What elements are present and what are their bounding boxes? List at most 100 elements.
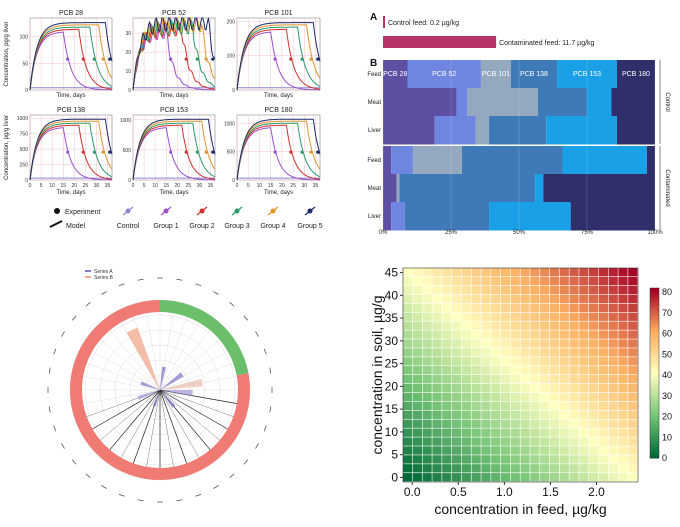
colorbar-step <box>650 443 659 448</box>
heatmap-cell <box>540 285 550 295</box>
heatmap-cell <box>451 303 462 312</box>
heatmap-cell <box>481 446 491 455</box>
heatmap-cell <box>461 268 471 277</box>
colorbar-step <box>650 336 659 340</box>
experiment-point <box>184 57 188 61</box>
x-tick-label: 25 <box>290 183 296 189</box>
heatmap-cell <box>412 339 422 348</box>
heatmap-cell <box>598 401 609 411</box>
heatmap-cell <box>589 366 599 375</box>
heatmap-cell <box>481 303 491 312</box>
heatmap-cell <box>628 383 638 393</box>
y-axis-label: concentration in soil, µg/g <box>369 295 385 454</box>
heatmap-cell <box>510 285 520 295</box>
y-tick-label: 5 <box>391 448 398 462</box>
heatmap-cell <box>618 276 628 286</box>
heatmap-cell <box>491 303 501 312</box>
heatmap-cell <box>510 419 520 428</box>
heatmap-cell <box>510 392 520 402</box>
heatmap-cell <box>628 419 638 428</box>
heatmap-cell <box>491 312 501 321</box>
heatmap-cell <box>628 455 638 464</box>
y-tick-label: 1000 <box>17 116 28 122</box>
experiment-point <box>66 150 70 154</box>
x-tick-label: 0% <box>379 230 388 236</box>
heatmap-cell <box>589 455 599 464</box>
colorbar-step <box>650 446 659 450</box>
feed-bar <box>383 36 497 48</box>
stack-segment <box>383 174 397 203</box>
model-line-group-2 <box>29 28 113 91</box>
x-tick-label: 30 <box>302 183 308 189</box>
colorbar-step <box>650 319 659 323</box>
colorbar-step <box>650 364 659 368</box>
heatmap-cell <box>589 446 599 455</box>
heatmap-cell <box>520 276 530 286</box>
stack-segment <box>489 116 547 145</box>
heatmap-cell <box>549 446 560 455</box>
spoke <box>159 320 218 391</box>
heatmap-cell <box>598 410 609 419</box>
heatmap-cell <box>569 357 579 366</box>
radar-spike <box>160 389 193 396</box>
x-tick-label: 35 <box>313 183 319 189</box>
heatmap-cell <box>540 321 550 330</box>
radar-spike <box>160 378 203 390</box>
heatmap-cell <box>589 437 599 446</box>
colorbar-step <box>650 398 659 402</box>
heatmap-cell <box>451 268 462 277</box>
heatmap-cell <box>422 357 432 366</box>
series-label: PCB 180 <box>622 71 650 78</box>
x-tick-label: 15 <box>268 183 274 189</box>
y-tick-label: 500 <box>227 150 236 156</box>
heatmap-cell <box>618 357 628 366</box>
legend-dot <box>163 208 169 214</box>
heatmap-cell <box>510 401 520 411</box>
legend-label-b: Series B <box>94 275 114 281</box>
colorbar-step <box>650 356 659 360</box>
heatmap-cell <box>461 428 471 437</box>
colorbar-step <box>650 455 659 459</box>
heatmap-cell <box>412 366 422 375</box>
heatmap-cell <box>481 312 491 321</box>
heatmap-cell <box>608 428 618 437</box>
y-tick-label: 10 <box>125 69 131 75</box>
heatmap-cell <box>618 348 628 357</box>
heatmap-cell <box>559 330 569 339</box>
spoke <box>114 389 161 469</box>
heatmap-cell <box>481 464 491 473</box>
heatmap-cell <box>520 455 530 464</box>
heatmap-cell <box>451 375 462 384</box>
heatmap-cell <box>540 410 550 419</box>
heatmap-cell <box>461 410 471 419</box>
y-tick-label: 500 <box>123 148 132 154</box>
x-tick-label: 10 <box>49 183 55 189</box>
heatmap-cell <box>559 357 569 366</box>
legend-swatch-a <box>85 270 91 272</box>
experiment-point <box>101 57 105 61</box>
heatmap-cell <box>442 366 452 375</box>
colorbar-tick-label: 50 <box>662 349 672 359</box>
outer-tick-mark <box>176 499 183 502</box>
heatmap-cell <box>569 446 579 455</box>
heatmap-cell <box>618 303 628 312</box>
panel-pcb-101: 0 100 200 PCB 101 Time, days <box>227 10 321 99</box>
colorbar-step <box>650 401 659 405</box>
heatmap-cell <box>481 366 491 375</box>
heatmap-cell <box>510 303 520 312</box>
heatmap-cell <box>442 294 452 304</box>
heatmap-cell <box>618 321 628 330</box>
feed-bar <box>383 16 385 28</box>
heatmap-cell <box>520 428 530 437</box>
heatmap-cell <box>530 428 540 437</box>
heatmap-cell <box>530 437 540 446</box>
legend-experiment: Experiment <box>65 209 100 216</box>
experiment-point <box>169 57 173 61</box>
heatmap-cell <box>569 330 579 339</box>
outer-tick-mark <box>101 291 107 295</box>
heatmap-cell <box>412 446 422 455</box>
heatmap-cell <box>412 303 422 312</box>
composition-panel: B PCB 28 PCB 52 PCB 101 PCB 138 PCB 153 PCB 18… <box>367 58 670 236</box>
radar-spike <box>137 390 160 400</box>
colorbar-step <box>650 313 659 317</box>
